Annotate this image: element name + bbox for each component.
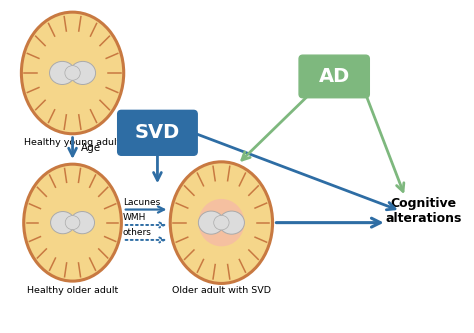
Ellipse shape [21,12,124,134]
Ellipse shape [24,164,121,281]
Ellipse shape [49,61,75,85]
Text: Cognitive
alterations: Cognitive alterations [385,197,462,225]
Text: Age: Age [81,143,101,153]
FancyBboxPatch shape [299,55,369,98]
Ellipse shape [70,211,94,234]
Text: Healthy young adult: Healthy young adult [24,139,121,148]
Ellipse shape [65,66,80,80]
Ellipse shape [65,215,80,230]
Ellipse shape [214,215,229,230]
Ellipse shape [199,199,245,246]
Text: Lacunes: Lacunes [123,197,160,206]
Ellipse shape [219,211,245,234]
Ellipse shape [51,211,75,234]
Ellipse shape [199,211,224,234]
Text: Older adult with SVD: Older adult with SVD [172,286,271,295]
Text: WMH: WMH [123,213,146,222]
Text: Healthy older adult: Healthy older adult [27,286,118,295]
Text: AD: AD [319,67,350,86]
Ellipse shape [70,61,96,85]
FancyBboxPatch shape [118,110,197,155]
Text: SVD: SVD [135,123,180,142]
Text: others: others [123,228,152,237]
Ellipse shape [170,162,273,283]
